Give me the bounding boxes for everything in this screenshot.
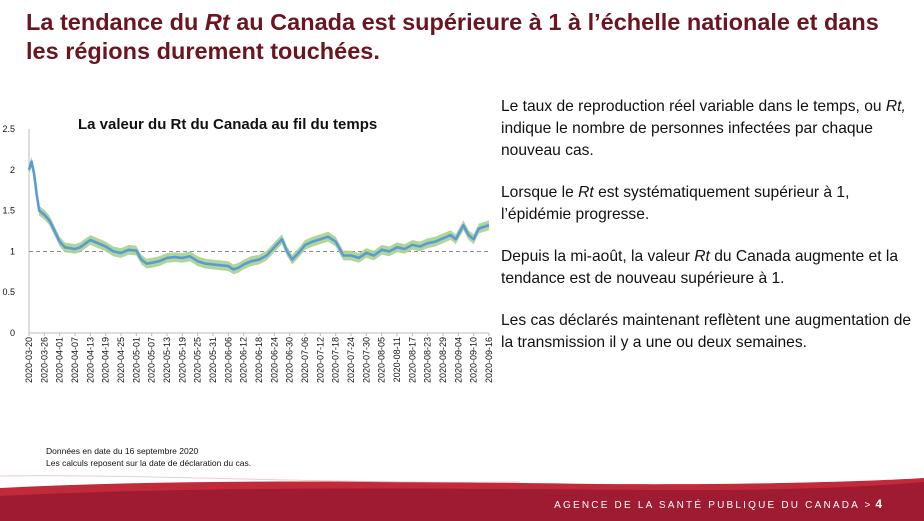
bullet-2: Lorsque le Rt est systématiquement supér… [501,184,850,223]
footer-wave [0,475,924,521]
x-tick-label: 2020-07-24 [346,337,356,383]
footer-agency: AGENCE DE LA SANTÉ PUBLIQUE DU CANADA > … [554,497,882,511]
x-tick-label: 2020-07-18 [331,337,341,383]
footer-band [0,470,924,521]
explanation-text: Le taux de reproduction réel variable da… [501,96,921,374]
page-number: 4 [875,497,882,511]
bullet-1: Le taux de reproduction réel variable da… [501,98,906,159]
x-tick-label: 2020-08-29 [438,337,448,383]
x-tick-label: 2020-05-01 [131,337,141,383]
bullet-4: Les cas déclarés maintenant reflètent un… [501,312,912,351]
x-tick-label: 2020-06-18 [254,337,264,383]
x-tick-label: 2020-05-07 [147,337,157,383]
x-tick-label: 2020-03-20 [24,337,34,383]
x-tick-label: 2020-05-19 [177,337,187,383]
x-tick-label: 2020-04-13 [85,337,95,383]
confidence-band [29,156,489,275]
y-tick-label: 0 [10,328,15,338]
x-tick-label: 2020-04-25 [116,337,126,383]
data-date-note: Données en date du 16 septembre 2020 [46,446,199,456]
x-tick-label: 2020-04-01 [55,337,65,383]
x-tick-label: 2020-08-11 [392,337,402,382]
y-tick-label: 0.5 [2,287,15,297]
x-tick-label: 2020-04-07 [70,337,80,383]
x-tick-label: 2020-09-16 [484,337,494,383]
y-tick-label: 1.5 [2,206,15,216]
y-tick-label: 1 [10,246,15,256]
data-notes: Données en date du 16 septembre 2020 Les… [46,445,251,469]
x-tick-label: 2020-05-13 [162,337,172,383]
slide-title: La tendance du Rt au Canada est supérieu… [26,9,879,64]
rt-chart-svg: 0 0.5 1 1.5 2 2.5 2020-03-20 2020-03-26 2020-04-… [2,124,494,383]
x-tick-label: 2020-06-30 [285,337,295,383]
y-tick-label: 2.5 [2,124,15,134]
rt-series-line [27,160,490,271]
x-tick-label: 2020-07-30 [361,337,371,383]
rt-chart: 0 0.5 1 1.5 2 2.5 2020-03-20 2020-03-26 2020-04-… [0,106,494,406]
x-tick-label: 2020-04-19 [101,337,111,383]
calculation-note: Les calculs reposent sur la date de décl… [46,458,252,468]
y-tick-label: 2 [10,165,15,175]
chart-title: La valeur du Rt du Canada au fil du temp… [78,116,378,133]
x-tick-label: 2020-05-25 [193,337,203,383]
x-tick-label: 2020-03-26 [39,337,49,383]
x-tick-label: 2020-08-17 [407,337,417,383]
x-tick-label: 2020-09-10 [469,337,479,383]
x-tick-label: 2020-06-06 [223,337,233,383]
x-tick-label: 2020-05-31 [208,337,218,383]
x-tick-label: 2020-08-23 [423,337,433,383]
bullet-3: Depuis la mi-août, la valeur Rt du Canad… [501,248,899,287]
x-tick-label: 2020-06-24 [269,337,279,383]
x-tick-label: 2020-07-06 [300,337,310,383]
x-tick-label: 2020-09-04 [453,337,463,383]
x-tick-label: 2020-08-05 [377,337,387,383]
x-tick-label: 2020-06-12 [239,337,249,383]
x-tick-label: 2020-07-12 [315,337,325,383]
